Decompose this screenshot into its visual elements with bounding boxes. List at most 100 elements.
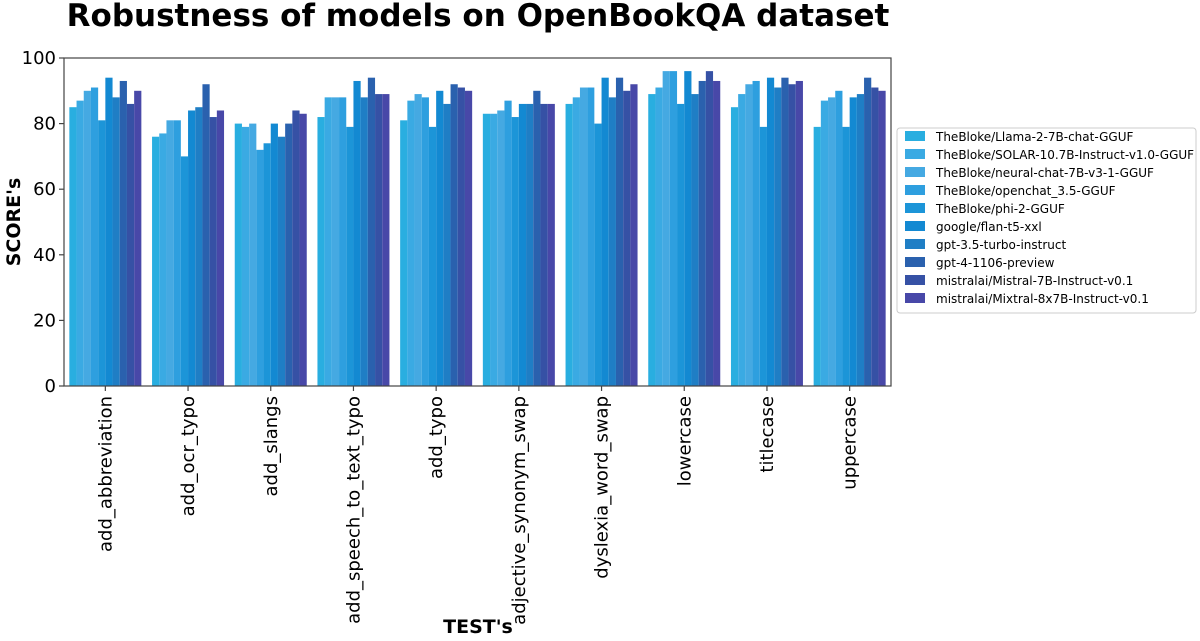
x-tick-label: titlecase: [757, 396, 778, 473]
bar-lowercase-1: [655, 87, 663, 387]
x-axis-ticks: add_abbreviation add_ocr_typo add_slangs ad…: [95, 386, 861, 625]
bar-add_speech_to_text_typo-8: [375, 94, 383, 386]
bar-add_abbreviation-8: [126, 103, 135, 387]
bar-titlecase-5: [766, 77, 775, 387]
legend-label: mistralai/Mistral-7B-Instruct-v0.1: [936, 274, 1133, 288]
y-tick-label: 80: [33, 114, 56, 135]
bar-add_typo-4: [428, 126, 437, 386]
bar-adjective_synonym_swap-2: [497, 110, 505, 386]
bar-titlecase-8: [788, 84, 796, 387]
bar-add_slangs-2: [249, 123, 257, 386]
bar-lowercase-8: [705, 71, 714, 387]
legend-swatch: [905, 167, 925, 177]
bar-dyslexia_word_swap-8: [623, 90, 631, 387]
x-tick-label: adjective_synonym_swap: [509, 396, 530, 625]
bar-lowercase-7: [698, 80, 706, 387]
chart-title: Robustness of models on OpenBookQA datas…: [67, 0, 890, 34]
legend-label: TheBloke/openchat_3.5-GGUF: [935, 184, 1116, 198]
bar-add_slangs-1: [241, 126, 250, 386]
legend-label: TheBloke/phi-2-GGUF: [935, 202, 1065, 216]
bar-adjective_synonym_swap-3: [504, 100, 512, 386]
x-tick-label: add_slangs: [261, 396, 282, 497]
y-axis-ticks: 0 20 40 60 80 100: [22, 48, 64, 397]
bar-add_typo-7: [450, 84, 458, 387]
bar-add_ocr_typo-3: [173, 120, 181, 386]
legend-swatch: [905, 293, 925, 303]
bar-add_abbreviation-6: [112, 97, 120, 387]
legend-label: TheBloke/Llama-2-7B-chat-GGUF: [935, 130, 1133, 144]
bar-titlecase-4: [759, 126, 767, 386]
bar-add_ocr_typo-4: [180, 156, 189, 386]
legend-label: TheBloke/neural-chat-7B-v3-1-GGUF: [935, 166, 1154, 180]
bar-dyslexia_word_swap-2: [579, 87, 588, 387]
bar-dyslexia_word_swap-4: [594, 123, 602, 386]
bar-dyslexia_word_swap-9: [630, 84, 638, 387]
bar-uppercase-7: [864, 77, 872, 387]
bar-add_speech_to_text_typo-5: [353, 80, 361, 387]
bar-add_speech_to_text_typo-6: [360, 97, 368, 387]
legend-swatch: [905, 203, 925, 213]
plot-frame: [63, 57, 892, 387]
bar-add_abbreviation-4: [98, 120, 106, 386]
bar-add_abbreviation-2: [83, 90, 91, 387]
bar-dyslexia_word_swap-1: [572, 97, 580, 387]
bar-add_speech_to_text_typo-4: [346, 126, 354, 386]
bar-dyslexia_word_swap-6: [608, 97, 616, 387]
bar-adjective_synonym_swap-9: [547, 103, 555, 387]
bar-add_abbreviation-5: [105, 77, 113, 387]
bars-group: [69, 71, 886, 387]
y-axis-label: SCORE's: [3, 178, 25, 267]
x-tick-label: add_speech_to_text_typo: [343, 396, 364, 624]
bar-add_typo-9: [464, 90, 473, 387]
bar-lowercase-9: [713, 80, 721, 387]
legend-label: google/flan-t5-xxl: [936, 220, 1042, 234]
bar-uppercase-2: [828, 97, 836, 387]
x-tick-label: dyslexia_word_swap: [592, 396, 613, 579]
bar-adjective_synonym_swap-7: [533, 90, 541, 387]
bar-titlecase-3: [752, 80, 760, 387]
bar-add_slangs-4: [263, 143, 271, 386]
y-tick-label: 40: [33, 245, 56, 266]
bar-add_speech_to_text_typo-3: [339, 97, 347, 387]
legend-swatch: [905, 239, 925, 249]
bar-add_ocr_typo-9: [216, 110, 225, 386]
legend: TheBloke/Llama-2-7B-chat-GGUF TheBloke/SO…: [896, 127, 1197, 314]
bar-add_abbreviation-9: [134, 90, 142, 387]
bar-add_abbreviation-3: [90, 87, 99, 387]
bar-dyslexia_word_swap-3: [587, 87, 595, 387]
bar-titlecase-6: [774, 87, 782, 387]
legend-swatch: [905, 221, 925, 231]
bar-add_abbreviation-0: [69, 107, 77, 386]
x-axis-label: TEST's: [443, 616, 513, 638]
bar-uppercase-0: [813, 126, 821, 386]
bar-add_ocr_typo-8: [209, 117, 217, 386]
bar-add_abbreviation-1: [76, 100, 84, 386]
x-tick-label: add_abbreviation: [95, 396, 116, 552]
bar-add_ocr_typo-1: [159, 133, 167, 386]
bar-lowercase-0: [648, 94, 656, 386]
bar-add_speech_to_text_typo-7: [367, 77, 376, 387]
bar-lowercase-3: [669, 71, 678, 387]
bar-dyslexia_word_swap-5: [601, 77, 609, 387]
legend-swatch: [905, 275, 925, 285]
x-tick-label: lowercase: [674, 396, 695, 486]
bar-add_ocr_typo-6: [195, 107, 203, 386]
bar-lowercase-2: [662, 71, 670, 387]
bar-lowercase-4: [677, 103, 685, 387]
bar-uppercase-4: [842, 126, 850, 386]
bar-add_slangs-9: [299, 113, 307, 386]
y-tick-label: 0: [45, 376, 56, 397]
bar-add_speech_to_text_typo-9: [382, 94, 390, 386]
bar-adjective_synonym_swap-4: [511, 117, 519, 386]
y-tick-label: 60: [33, 179, 56, 200]
bar-add_slangs-6: [277, 136, 286, 386]
bar-uppercase-9: [878, 90, 886, 387]
legend-label: mistralai/Mixtral-8x7B-Instruct-v0.1: [936, 292, 1149, 306]
bar-titlecase-1: [738, 94, 746, 386]
y-tick-label: 100: [22, 48, 56, 69]
bar-lowercase-5: [684, 71, 692, 387]
bar-adjective_synonym_swap-5: [518, 103, 527, 387]
bar-titlecase-0: [730, 107, 739, 386]
bar-add_ocr_typo-0: [152, 136, 160, 386]
